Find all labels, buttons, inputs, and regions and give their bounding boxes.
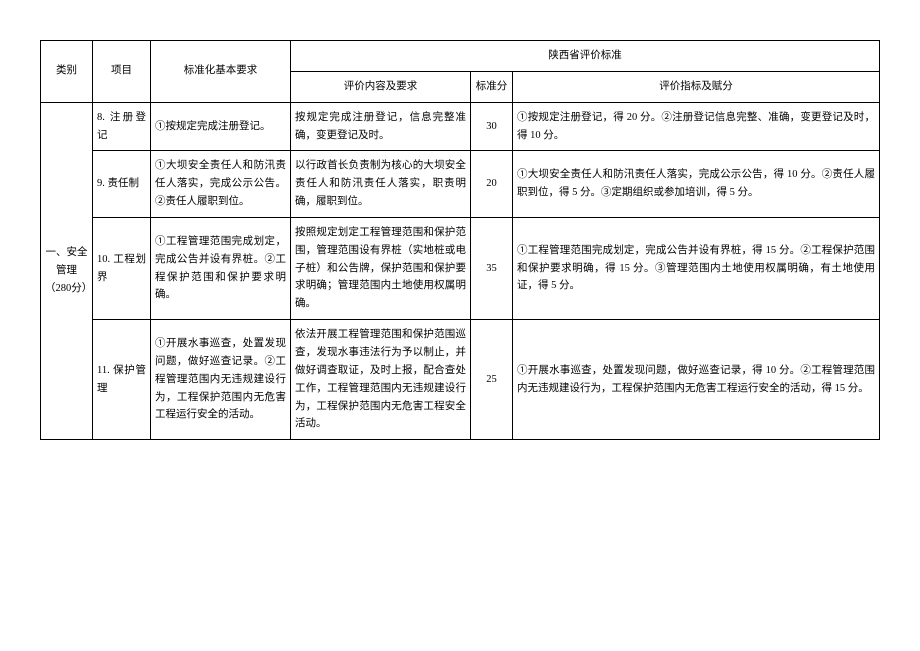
header-category: 类别 <box>41 41 93 103</box>
score-cell: 35 <box>471 217 513 319</box>
category-cell: 一、安全管理（280分） <box>41 102 93 440</box>
score-cell: 25 <box>471 320 513 440</box>
header-std-score: 标准分 <box>471 71 513 102</box>
table-row: 一、安全管理（280分） 8. 注册登记 ①按规定完成注册登记。 按规定完成注册… <box>41 102 880 151</box>
item-cell: 10. 工程划界 <box>93 217 151 319</box>
header-province-std: 陕西省评价标准 <box>291 41 880 72</box>
eval-cell: ①大坝安全责任人和防汛责任人落实，完成公示公告，得 10 分。②责任人履职到位，… <box>513 151 880 218</box>
score-cell: 20 <box>471 151 513 218</box>
content-cell: 依法开展工程管理范围和保护范围巡查，发现水事违法行为予以制止，并做好调查取证，及… <box>291 320 471 440</box>
header-eval-content: 评价内容及要求 <box>291 71 471 102</box>
content-cell: 按照规定划定工程管理范围和保护范围，管理范围设有界桩（实地桩或电子桩）和公告牌，… <box>291 217 471 319</box>
table-row: 11. 保护管理 ①开展水事巡查，处置发现问题，做好巡查记录。②工程管理范围内无… <box>41 320 880 440</box>
table-row: 10. 工程划界 ①工程管理范围完成划定，完成公告并设有界桩。②工程保护范围和保… <box>41 217 880 319</box>
item-cell: 8. 注册登记 <box>93 102 151 151</box>
basic-cell: ①按规定完成注册登记。 <box>151 102 291 151</box>
content-cell: 按规定完成注册登记，信息完整准确，变更登记及时。 <box>291 102 471 151</box>
header-basic: 标准化基本要求 <box>151 41 291 103</box>
eval-cell: ①开展水事巡查，处置发现问题，做好巡查记录，得 10 分。②工程管理范围内无违规… <box>513 320 880 440</box>
basic-cell: ①工程管理范围完成划定，完成公告并设有界桩。②工程保护范围和保护要求明确。 <box>151 217 291 319</box>
header-eval-index: 评价指标及赋分 <box>513 71 880 102</box>
score-cell: 30 <box>471 102 513 151</box>
basic-cell: ①开展水事巡查，处置发现问题，做好巡查记录。②工程管理范围内无违规建设行为，工程… <box>151 320 291 440</box>
evaluation-table: 类别 项目 标准化基本要求 陕西省评价标准 评价内容及要求 标准分 评价指标及赋… <box>40 40 880 440</box>
eval-cell: ①工程管理范围完成划定，完成公告并设有界桩，得 15 分。②工程保护范围和保护要… <box>513 217 880 319</box>
header-row-1: 类别 项目 标准化基本要求 陕西省评价标准 <box>41 41 880 72</box>
basic-cell: ①大坝安全责任人和防汛责任人落实，完成公示公告。②责任人履职到位。 <box>151 151 291 218</box>
eval-cell: ①按规定注册登记，得 20 分。②注册登记信息完整、准确，变更登记及时，得 10… <box>513 102 880 151</box>
item-cell: 9. 责任制 <box>93 151 151 218</box>
item-cell: 11. 保护管理 <box>93 320 151 440</box>
header-item: 项目 <box>93 41 151 103</box>
table-row: 9. 责任制 ①大坝安全责任人和防汛责任人落实，完成公示公告。②责任人履职到位。… <box>41 151 880 218</box>
content-cell: 以行政首长负责制为核心的大坝安全责任人和防汛责任人落实，职责明确，履职到位。 <box>291 151 471 218</box>
